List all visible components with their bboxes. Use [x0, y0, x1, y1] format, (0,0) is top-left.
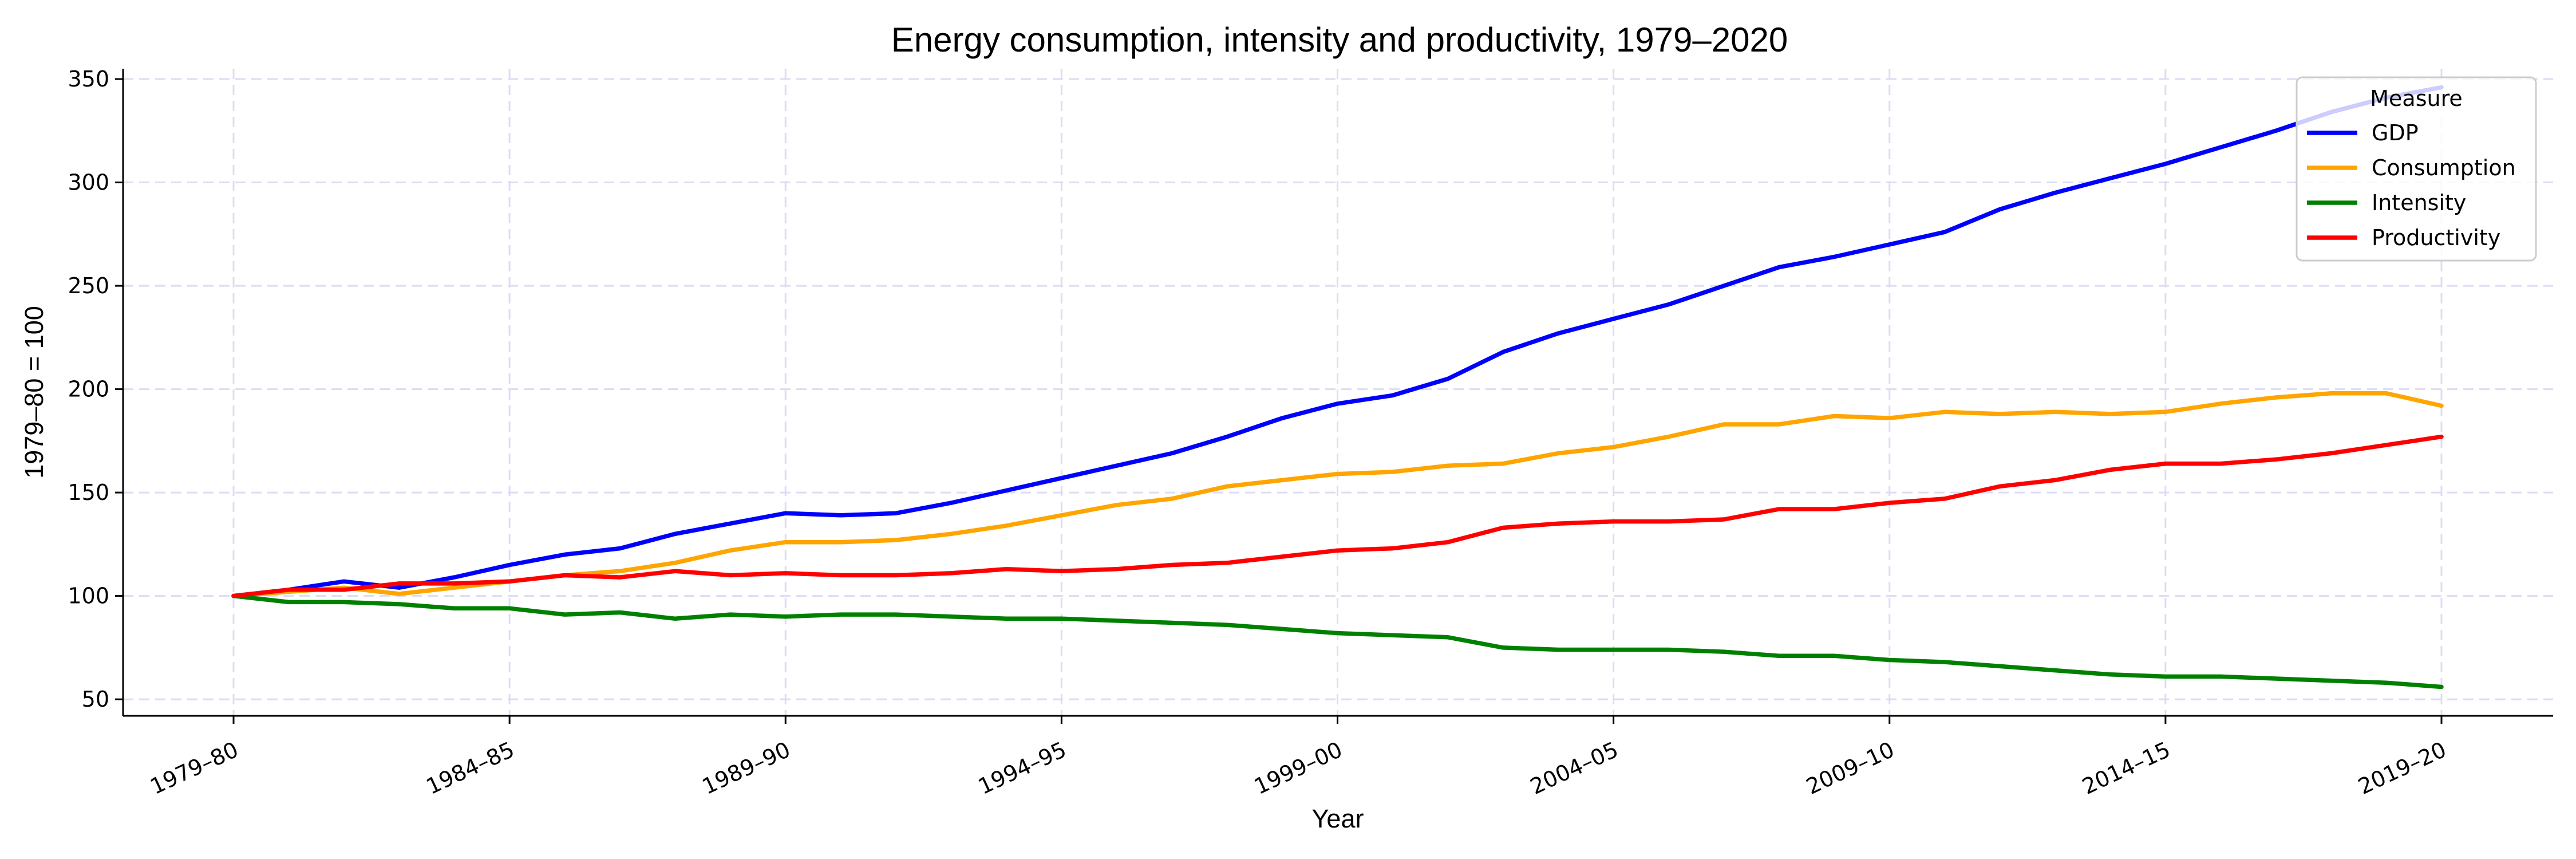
legend-label-intensity: Intensity	[2372, 190, 2466, 215]
legend-label-productivity: Productivity	[2372, 225, 2500, 250]
series-line-gdp	[231, 85, 2444, 598]
legend-items: GDP Consumption Intensity Productivity	[2307, 120, 2516, 250]
series-line-intensity	[231, 593, 2444, 689]
series-line-consumption	[231, 391, 2444, 598]
horizontal-gridlines	[123, 78, 2553, 700]
legend: Measure GDP Consumption Intensity Productiv…	[2296, 76, 2537, 262]
y-axis-ticks: 50 100 150 200 250 300 350	[68, 66, 123, 712]
y-tick-label: 150	[68, 480, 109, 505]
y-tick-label: 200	[68, 377, 109, 402]
x-axis-label: Year	[1312, 804, 1364, 833]
y-tick-label: 100	[68, 584, 109, 609]
series-layer	[231, 85, 2444, 689]
legend-title: Measure	[2370, 86, 2463, 111]
y-tick-label: 350	[68, 66, 109, 92]
series-line-productivity	[231, 434, 2444, 598]
y-tick-label: 50	[82, 687, 109, 712]
chart-title: Energy consumption, intensity and produc…	[891, 21, 1788, 59]
y-tick-label: 250	[68, 273, 109, 298]
legend-label-gdp: GDP	[2372, 120, 2419, 145]
legend-label-consumption: Consumption	[2372, 155, 2516, 180]
y-axis-label: 1979–80 = 100	[19, 306, 49, 479]
y-tick-label: 300	[68, 170, 109, 195]
legend-box	[2296, 76, 2537, 262]
